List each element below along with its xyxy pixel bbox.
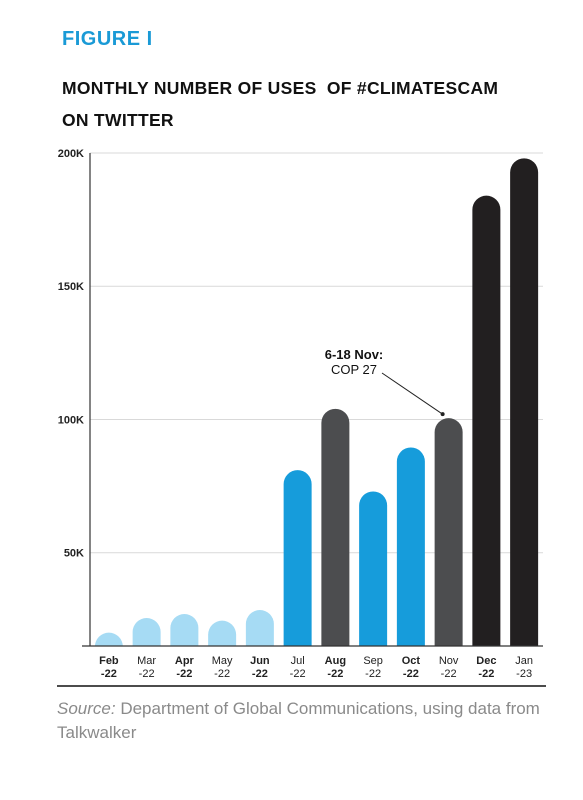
bar	[434, 418, 463, 646]
bar	[283, 470, 312, 646]
y-tick-label: 150K	[58, 281, 84, 293]
x-tick-month: Apr	[175, 655, 195, 667]
x-tick-month: Oct	[402, 655, 421, 667]
x-tick-month: Feb	[99, 655, 119, 667]
y-tick-label: 100K	[58, 414, 84, 426]
figure-label: FIGURE I	[62, 28, 153, 50]
x-tick-month: Mar	[137, 655, 156, 667]
source-note: Source: Department of Global Communicati…	[57, 697, 547, 745]
x-tick-year: -22	[101, 668, 117, 680]
bar	[208, 620, 237, 646]
source-prefix: Source:	[57, 699, 116, 718]
x-tick-year: -22	[441, 668, 457, 680]
x-tick-month: Jan	[515, 655, 533, 667]
bar	[94, 632, 123, 647]
x-tick-year: -22	[290, 668, 306, 680]
x-tick-month: Sep	[363, 655, 383, 667]
x-tick-year: -22	[139, 668, 155, 680]
x-tick-year: -23	[516, 668, 532, 680]
bar	[472, 195, 501, 646]
bar	[359, 491, 388, 646]
x-tick-year: -22	[176, 668, 192, 680]
bar-chart: 50K100K150K200KFeb-22Mar-22Apr-22May-22J…	[57, 148, 546, 687]
x-tick-year: -22	[252, 668, 268, 680]
x-tick-year: -22	[365, 668, 381, 680]
x-tick-month: Dec	[476, 655, 496, 667]
x-tick-month: Jul	[291, 655, 305, 667]
x-tick-year: -22	[214, 668, 230, 680]
annotation-dot	[440, 412, 445, 417]
x-tick-month: May	[212, 655, 233, 667]
chart-title: MONTHLY NUMBER OF USES OF #CLIMATESCAM O…	[62, 78, 499, 130]
x-tick-year: -22	[478, 668, 494, 680]
x-tick-year: -22	[403, 668, 419, 680]
annotation-leader	[381, 372, 443, 415]
annotation-text: COP 27	[331, 362, 377, 377]
x-tick-month: Aug	[325, 655, 346, 667]
y-tick-label: 200K	[58, 148, 84, 160]
bar	[132, 618, 161, 646]
source-text: Department of Global Communications, usi…	[57, 699, 540, 742]
x-tick-month: Nov	[439, 655, 459, 667]
bar	[245, 610, 274, 646]
y-tick-label: 50K	[64, 548, 84, 560]
annotation-title: 6-18 Nov:	[325, 347, 384, 362]
bar	[510, 158, 539, 646]
x-tick-year: -22	[327, 668, 343, 680]
bar	[170, 614, 199, 646]
bar	[321, 408, 350, 646]
x-tick-month: Jun	[250, 655, 270, 667]
bar	[396, 447, 425, 646]
